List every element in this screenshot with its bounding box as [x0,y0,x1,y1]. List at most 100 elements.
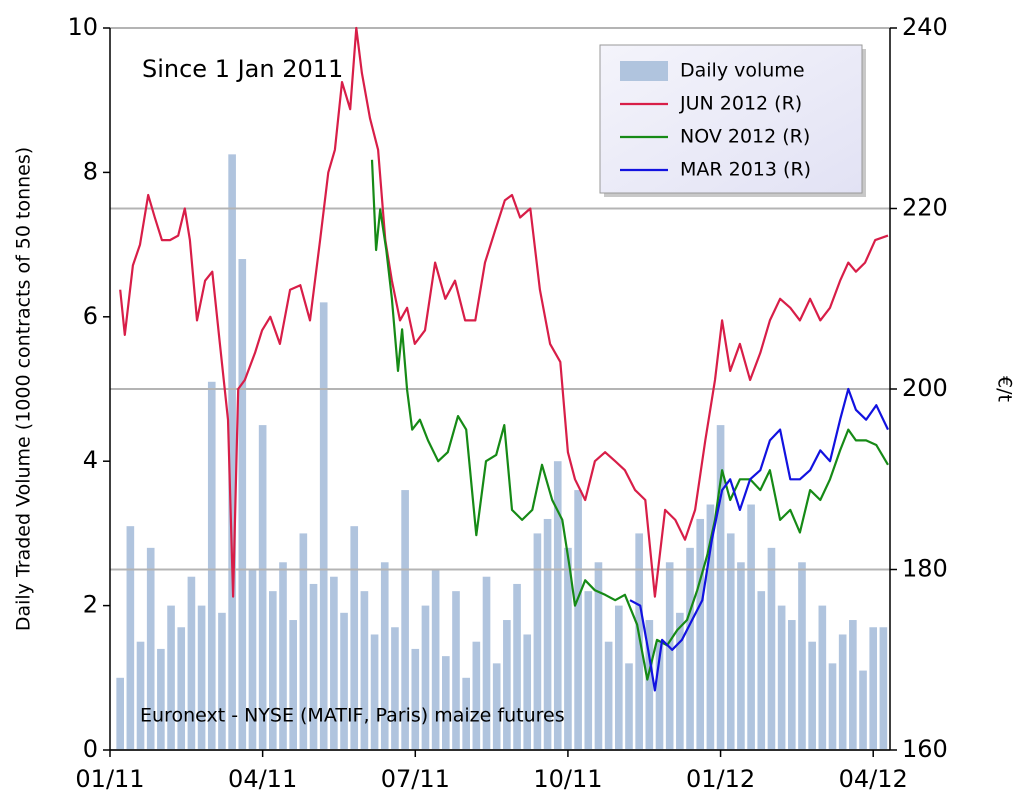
bar [798,562,806,750]
bar [879,627,888,750]
bar [665,562,674,750]
bar [340,612,348,750]
bar [482,576,491,750]
bar [777,605,786,750]
bar [380,562,389,750]
bars [116,154,888,751]
bar [116,677,124,750]
y-tick-label: 6 [83,302,98,330]
bar [828,663,837,750]
legend-label: NOV 2012 (R) [680,126,810,148]
bar [421,605,430,750]
bar [655,641,664,750]
bar [564,547,572,750]
y2-tick-label: 240 [902,13,948,41]
y-tick-label: 2 [83,591,98,619]
bar [279,562,287,750]
bar [625,663,633,750]
annotation: Euronext - NYSE (MATIF, Paris) maize fut… [140,705,565,727]
bar [411,648,420,750]
bar [360,591,369,750]
bar [431,569,440,750]
bar [706,504,715,750]
bar [716,425,725,750]
axes: 160 180 200 220 240 0 2 4 6 8 10 01/11 04/11 07/11 10/… [67,13,947,793]
bar [401,490,409,750]
bar [126,526,135,750]
bar [472,641,481,750]
line [370,159,889,681]
bar [503,620,511,750]
legend-label: MAR 2013 (R) [680,159,811,181]
y-tick-label: 4 [83,446,98,474]
bar [838,634,847,750]
bar [177,627,186,750]
bar [269,591,277,750]
bar [767,547,776,750]
bar [787,620,796,750]
bar [299,533,308,750]
line [629,387,889,692]
bar [350,526,359,750]
bar [309,583,318,750]
bar [228,154,236,751]
bar [513,583,521,750]
bar [452,591,460,750]
lines [119,26,889,692]
y2-axis-label: €/t [994,376,1016,402]
bar [218,612,226,750]
bar [533,533,542,750]
y2-tick-label: 160 [902,735,948,763]
bar [757,591,766,750]
bar [737,562,745,750]
x-tick-label: 04/11 [228,765,297,793]
bar [492,663,501,750]
y-axis-label: Daily Traded Volume (1000 contracts of 5… [13,147,35,631]
bar [391,627,399,750]
y2-tick-label: 200 [902,374,948,402]
y-tick-label: 0 [83,735,98,763]
line [119,26,889,598]
bar [574,490,582,750]
y2-tick-label: 220 [902,194,948,222]
bar [136,641,145,750]
bar [645,620,654,750]
bar [614,605,623,750]
bar [289,620,297,750]
y2-tick-label: 180 [902,555,948,583]
bar [604,641,613,750]
bar [747,504,755,750]
bar [146,547,155,750]
legend-label: Daily volume [680,60,805,82]
bar [726,533,735,750]
legend: Daily volume JUN 2012 (R) NOV 2012 (R) MAR … [599,44,866,197]
x-tick-label: 10/11 [533,765,602,793]
bar [197,605,206,750]
y-tick-label: 10 [67,13,98,41]
bar [869,627,878,750]
bar [187,576,196,750]
bar [686,547,694,750]
bar [584,591,593,750]
bar [258,425,267,750]
bar [859,670,867,750]
bar [676,612,684,750]
legend-label: JUN 2012 (R) [679,93,802,115]
bar [157,648,165,750]
bar [818,605,827,750]
legend-swatch [620,61,668,81]
bar [696,518,705,750]
y-tick-label: 8 [83,157,98,185]
bar [319,302,328,750]
bar [330,576,338,750]
bar [238,259,247,750]
annotation: Since 1 Jan 2011 [142,55,343,83]
bar [808,641,816,750]
bar [207,381,216,750]
bar [543,518,552,750]
bar [849,620,857,750]
bar [553,461,562,750]
x-tick-label: 01/12 [686,765,755,793]
